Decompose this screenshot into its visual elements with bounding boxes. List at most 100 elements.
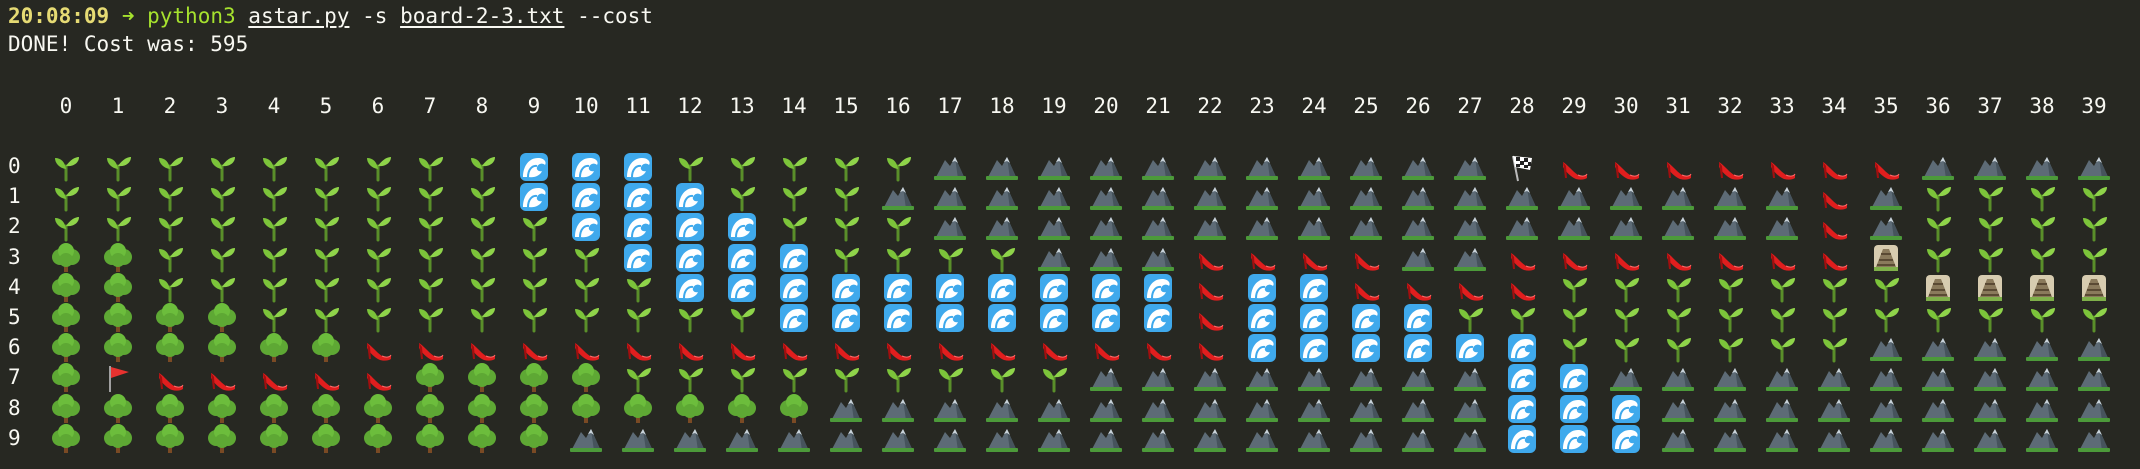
water-wave-icon (1346, 333, 1386, 363)
mountain-icon (1034, 182, 1074, 212)
seedling-icon (1554, 273, 1594, 303)
water-wave-icon (1502, 394, 1542, 424)
seedling-icon (618, 303, 658, 333)
mountain-icon (2074, 363, 2114, 393)
mountain-icon (1086, 182, 1126, 212)
mountain-icon (1242, 424, 1282, 454)
mountain-icon (1554, 182, 1594, 212)
seedling-icon (774, 152, 814, 182)
seedling-icon (670, 152, 710, 182)
seedling-icon (1762, 333, 1802, 363)
red-heel-path-icon (1710, 243, 1750, 273)
mountain-icon (1970, 424, 2010, 454)
red-heel-path-icon (150, 363, 190, 393)
seedling-icon (1658, 303, 1698, 333)
tree-icon (202, 333, 242, 363)
mountain-icon (1190, 182, 1230, 212)
water-wave-icon (1554, 424, 1594, 454)
mountain-icon (2022, 363, 2062, 393)
mountain-icon (1138, 363, 1178, 393)
mountain-icon (982, 212, 1022, 242)
mountain-icon (1138, 152, 1178, 182)
start-red-flag-icon (98, 363, 138, 393)
seedling-icon (1970, 303, 2010, 333)
mountain-icon (1918, 152, 1958, 182)
column-header: 9 (527, 94, 541, 118)
column-header: 31 (1665, 94, 1691, 118)
seedling-icon (1970, 182, 2010, 212)
seedling-icon (1762, 273, 1802, 303)
tree-icon (98, 273, 138, 303)
mountain-icon (2074, 333, 2114, 363)
mountain-icon (930, 152, 970, 182)
mountain-icon (774, 424, 814, 454)
mountain-icon (1086, 363, 1126, 393)
water-wave-icon (722, 273, 762, 303)
water-wave-icon (514, 182, 554, 212)
row-header: 2 (8, 214, 21, 239)
seedling-icon (2022, 182, 2062, 212)
seedling-icon (462, 273, 502, 303)
seedling-icon (566, 303, 606, 333)
seedling-icon (254, 303, 294, 333)
seedling-icon (358, 182, 398, 212)
water-wave-icon (1554, 394, 1594, 424)
seedling-icon (774, 212, 814, 242)
seedling-icon (670, 363, 710, 393)
mountain-icon (1658, 394, 1698, 424)
red-heel-path-icon (1762, 243, 1802, 273)
seedling-icon (1606, 303, 1646, 333)
red-heel-path-icon (1450, 273, 1490, 303)
seedling-icon (1710, 333, 1750, 363)
water-wave-icon (1294, 273, 1334, 303)
mountain-icon (1762, 182, 1802, 212)
water-wave-icon (774, 273, 814, 303)
seedling-icon (1970, 212, 2010, 242)
mountain-icon (1814, 394, 1854, 424)
seedling-icon (2074, 212, 2114, 242)
mountain-icon (1034, 394, 1074, 424)
mountain-icon (1086, 152, 1126, 182)
mountain-icon (982, 152, 1022, 182)
water-wave-icon (1242, 273, 1282, 303)
tree-icon (254, 333, 294, 363)
railway-bridge-icon (1970, 273, 2010, 303)
red-heel-path-icon (358, 333, 398, 363)
tree-icon (98, 243, 138, 273)
row-header: 9 (8, 425, 21, 450)
railway-bridge-icon (2074, 273, 2114, 303)
red-heel-path-icon (1658, 243, 1698, 273)
mountain-icon (1034, 243, 1074, 273)
seedling-icon (462, 152, 502, 182)
tree-icon (514, 363, 554, 393)
mountain-icon (1346, 152, 1386, 182)
seedling-icon (1606, 273, 1646, 303)
mountain-icon (930, 182, 970, 212)
mountain-icon (1346, 394, 1386, 424)
red-heel-path-icon (1866, 152, 1906, 182)
tree-icon (670, 394, 710, 424)
column-header: 39 (2081, 94, 2107, 118)
red-heel-path-icon (202, 363, 242, 393)
mountain-icon (1190, 394, 1230, 424)
seedling-icon (98, 182, 138, 212)
seedling-icon (1918, 303, 1958, 333)
seedling-icon (202, 243, 242, 273)
seedling-icon (254, 243, 294, 273)
row-header: 7 (8, 365, 21, 390)
mountain-icon (878, 182, 918, 212)
seedling-icon (358, 152, 398, 182)
seedling-icon (878, 243, 918, 273)
water-wave-icon (1086, 303, 1126, 333)
seedling-icon (410, 152, 450, 182)
mountain-icon (1502, 212, 1542, 242)
water-wave-icon (1450, 333, 1490, 363)
seedling-icon (930, 243, 970, 273)
column-header: 35 (1873, 94, 1899, 118)
water-wave-icon (1034, 303, 1074, 333)
seedling-icon (358, 273, 398, 303)
seedling-icon (202, 273, 242, 303)
mountain-icon (1398, 243, 1438, 273)
mountain-icon (1658, 212, 1698, 242)
mountain-icon (1814, 363, 1854, 393)
